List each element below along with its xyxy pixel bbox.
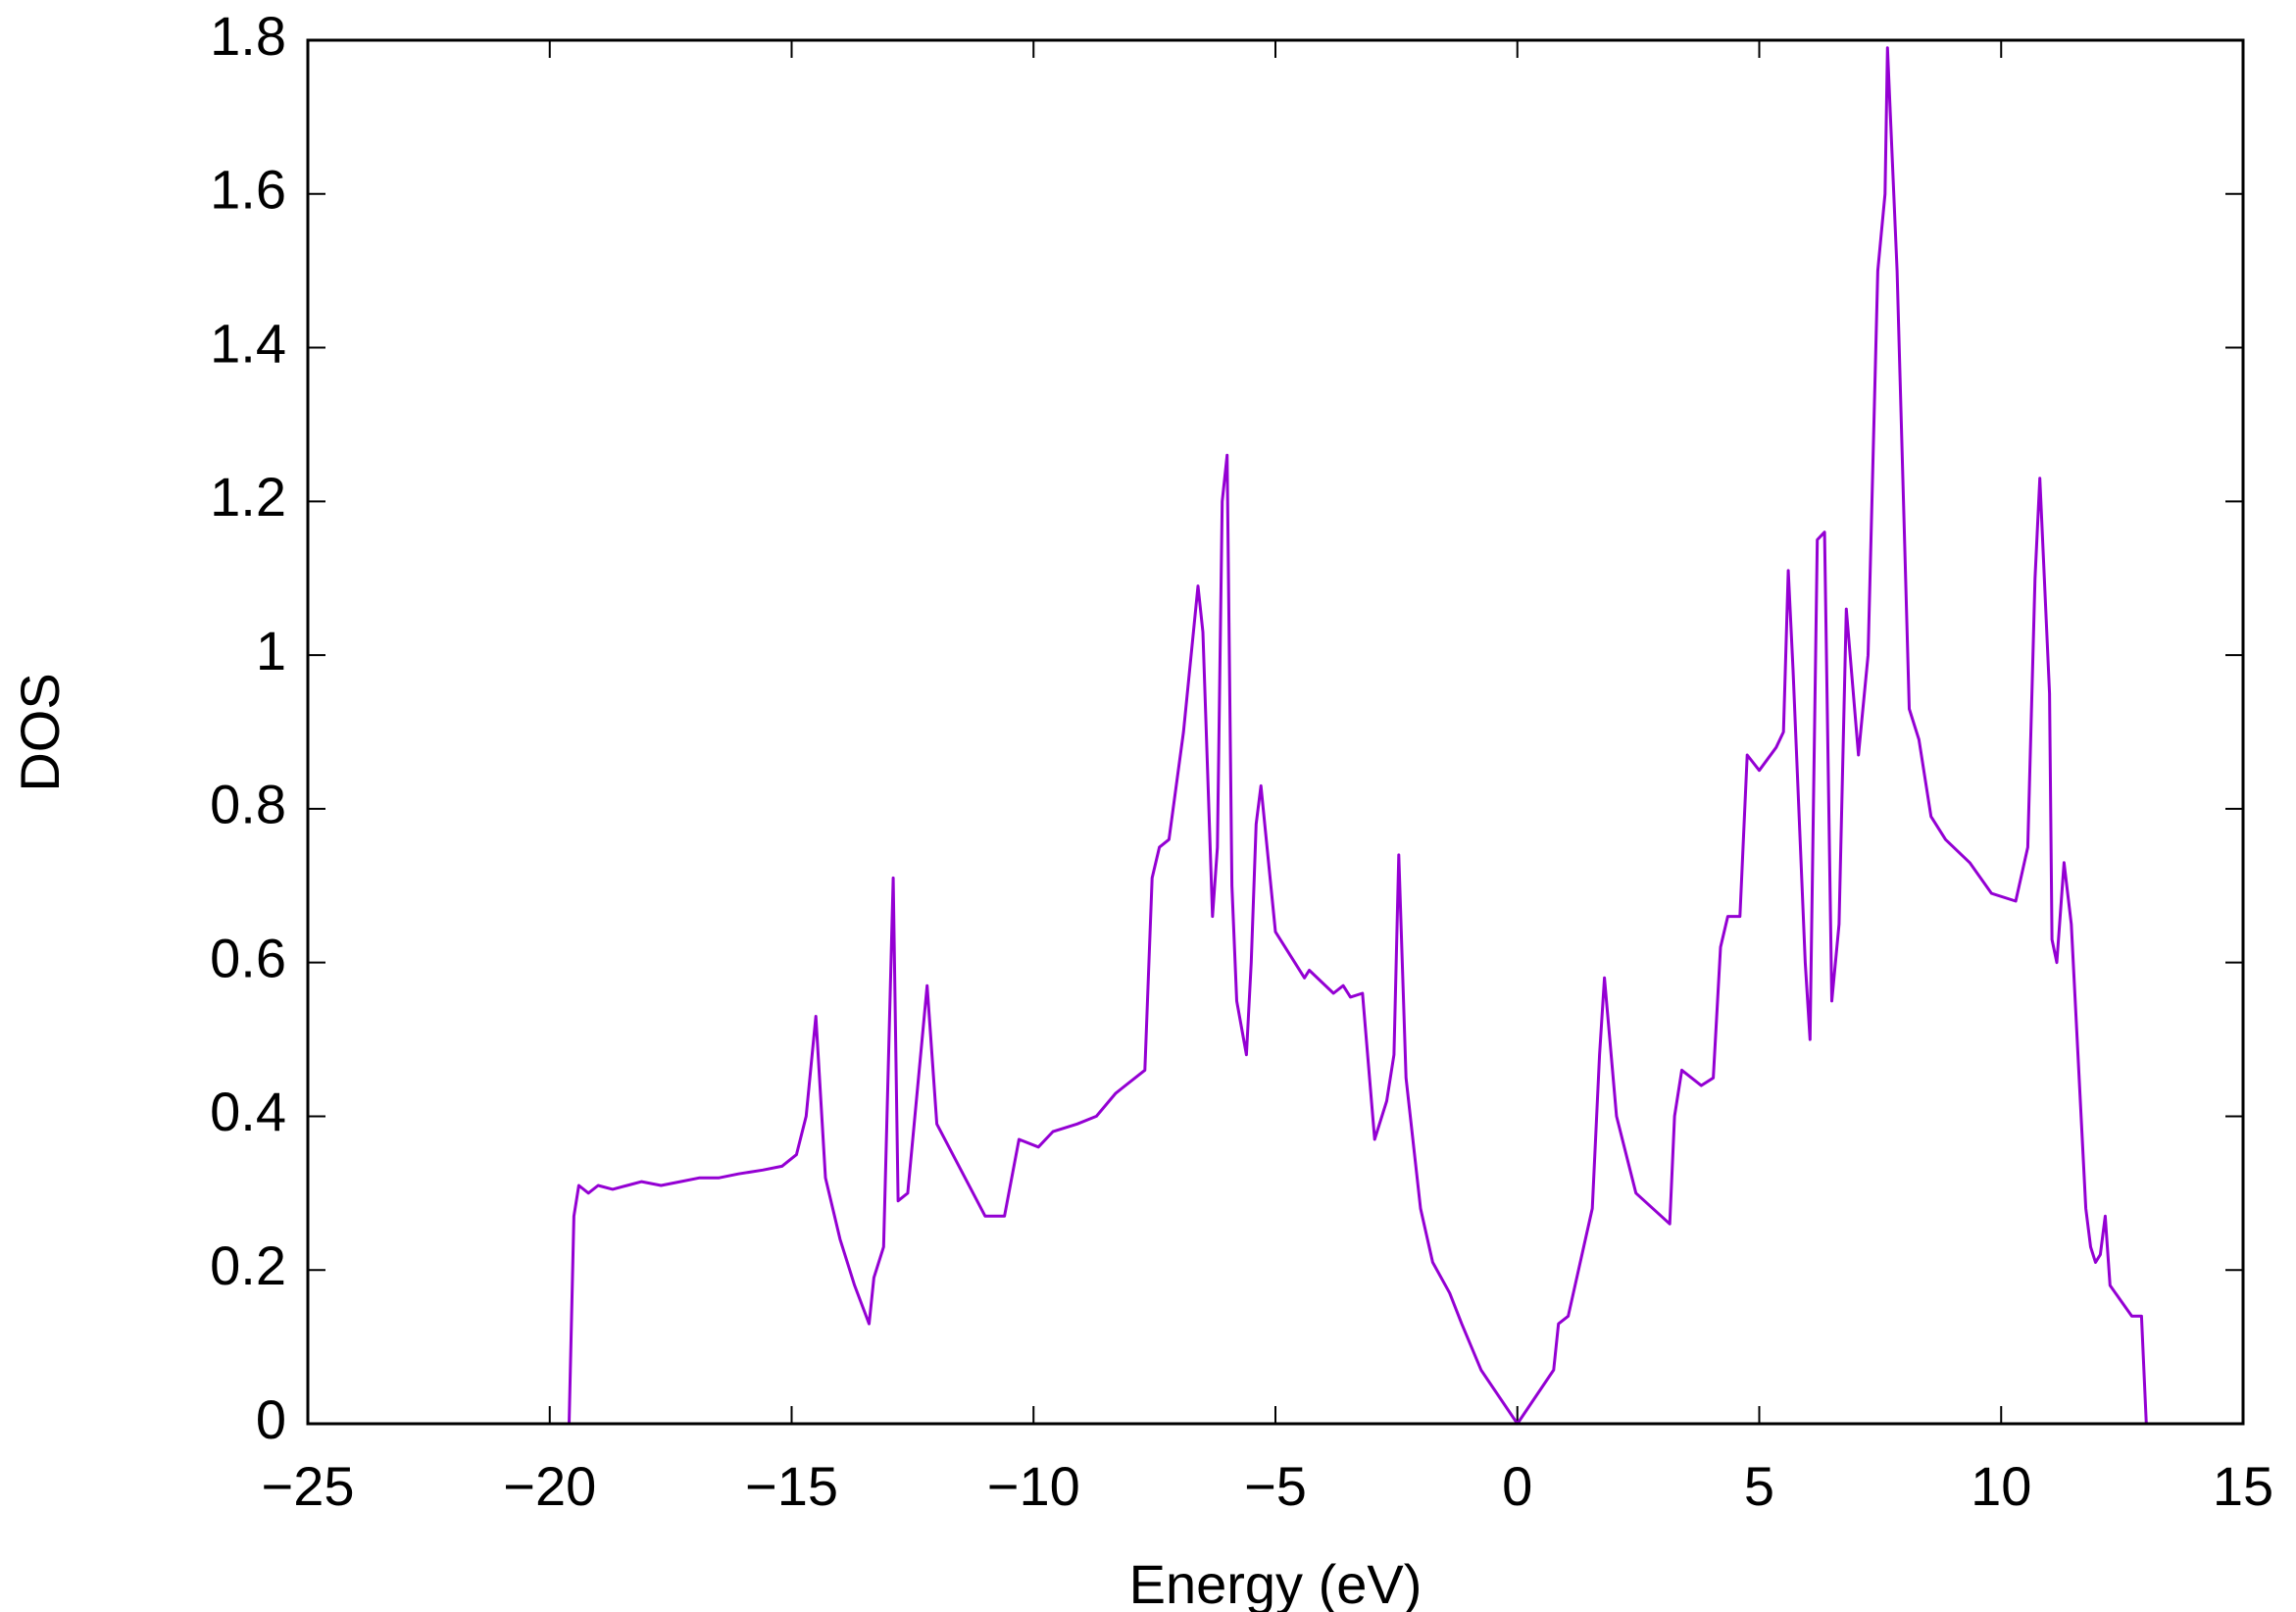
x-tick-label: −15 bbox=[745, 1455, 838, 1517]
x-tick-label: 0 bbox=[1502, 1455, 1532, 1517]
y-tick-label: 1.2 bbox=[210, 466, 286, 528]
x-tick-label: 5 bbox=[1744, 1455, 1774, 1517]
y-tick-label: 1 bbox=[256, 620, 286, 681]
x-tick-label: −20 bbox=[503, 1455, 596, 1517]
y-tick-label: 0.2 bbox=[210, 1234, 286, 1296]
x-tick-label: 15 bbox=[2213, 1455, 2273, 1517]
y-tick-label: 1.8 bbox=[210, 5, 286, 67]
plot-border bbox=[306, 38, 2245, 1426]
x-axis-label: Energy (eV) bbox=[1129, 1553, 1423, 1612]
dos-line bbox=[568, 46, 2148, 1426]
y-axis-label: DOS bbox=[9, 673, 71, 791]
x-tick-label: −10 bbox=[987, 1455, 1080, 1517]
y-tick-label: 1.4 bbox=[210, 312, 286, 374]
y-tick-label: 0 bbox=[256, 1388, 286, 1450]
y-tick-label: 0.8 bbox=[210, 774, 286, 835]
y-tick-label: 1.6 bbox=[210, 159, 286, 221]
y-tick-label: 0.6 bbox=[210, 927, 286, 988]
y-tick-label: 0.4 bbox=[210, 1081, 286, 1142]
x-tick-label: −25 bbox=[262, 1455, 355, 1517]
x-tick-label: −5 bbox=[1244, 1455, 1307, 1517]
x-tick-label: 10 bbox=[1971, 1455, 2031, 1517]
